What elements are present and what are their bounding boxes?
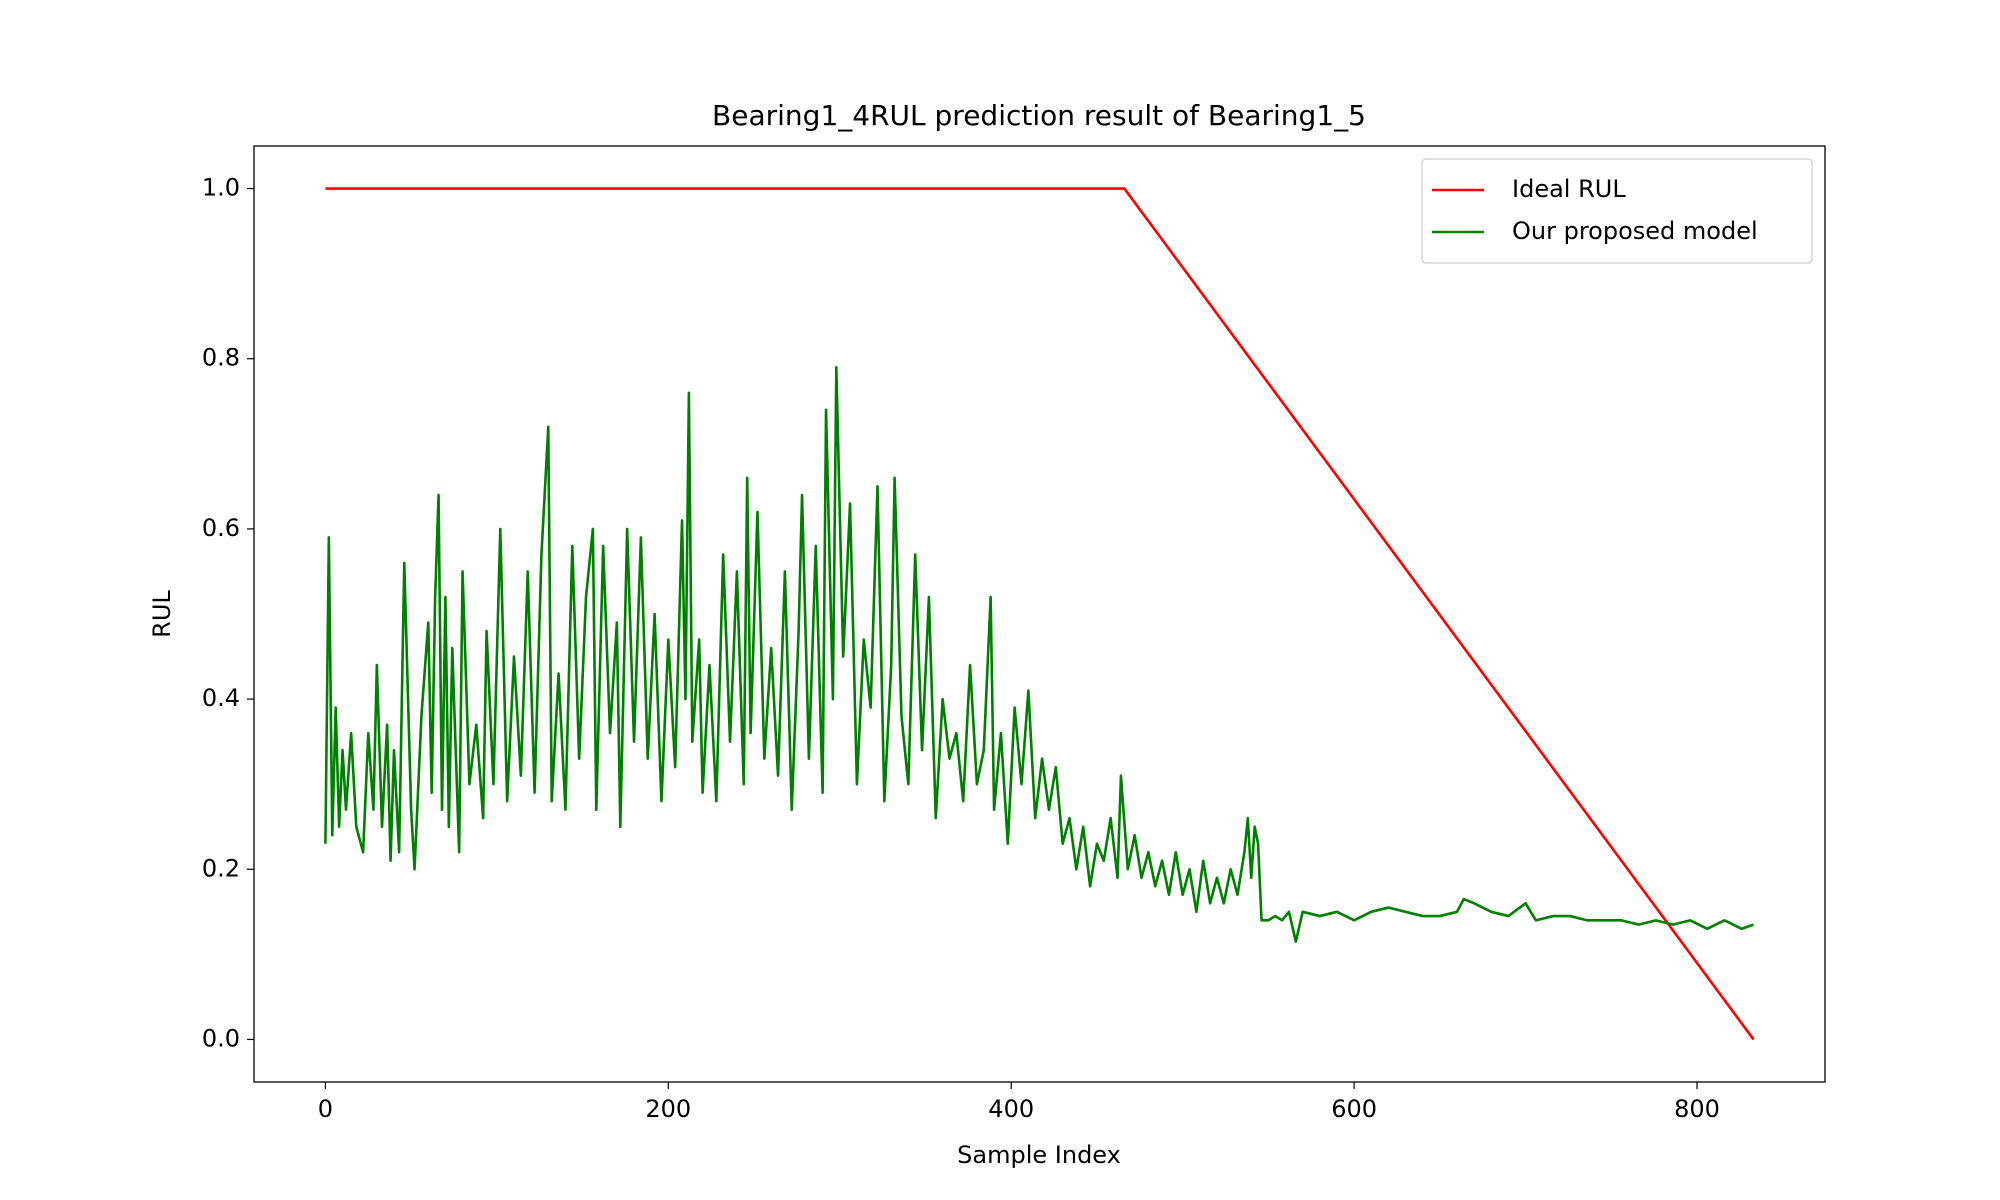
x-tick-label: 0: [318, 1095, 333, 1123]
x-axis-label: Sample Index: [957, 1141, 1121, 1169]
x-tick-label: 200: [645, 1095, 691, 1123]
y-tick-label: 0.8: [202, 344, 240, 372]
y-tick-label: 0.4: [202, 684, 240, 712]
legend-label: Ideal RUL: [1512, 175, 1626, 203]
plot-frame: [253, 145, 1826, 1083]
x-tick-label: 600: [1331, 1095, 1377, 1123]
y-tick-label: 0.6: [202, 514, 240, 542]
x-tick-label: 400: [988, 1095, 1034, 1123]
legend-box: [1421, 158, 1813, 264]
y-tick-label: 0.2: [202, 854, 240, 882]
x-tick-label: 800: [1674, 1095, 1720, 1123]
y-tick-label: 1.0: [202, 174, 240, 202]
series-line: [325, 187, 1755, 1041]
series-line: [324, 365, 1755, 943]
legend-label: Our proposed model: [1512, 217, 1758, 245]
y-tick-label: 0.0: [202, 1024, 240, 1052]
y-axis-label: RUL: [148, 590, 176, 638]
chart-title: Bearing1_4RUL prediction result of Beari…: [712, 99, 1366, 132]
